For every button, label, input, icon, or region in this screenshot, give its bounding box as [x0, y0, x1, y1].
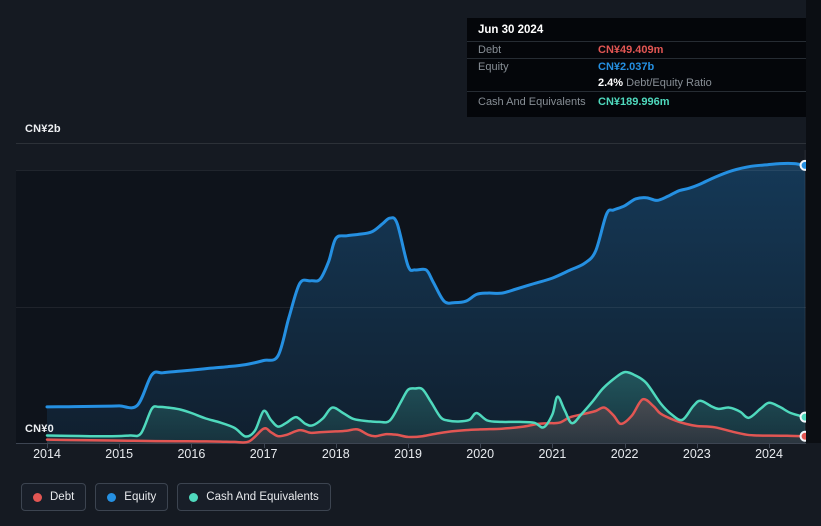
- legend-item-label: Cash And Equivalents: [206, 491, 319, 503]
- tooltip-debt-value: CN¥49.409m: [598, 44, 664, 56]
- tooltip-date: Jun 30 2024: [467, 18, 806, 42]
- chart-legend: Debt Equity Cash And Equivalents: [21, 483, 331, 511]
- x-axis-label-2019: 2019: [394, 447, 422, 461]
- x-axis-label-2014: 2014: [33, 447, 61, 461]
- x-axis-label-2022: 2022: [610, 447, 639, 461]
- x-axis-label-2024: 2024: [755, 447, 783, 461]
- plot-right-margin: [806, 0, 821, 443]
- legend-item-debt[interactable]: Debt: [21, 483, 87, 511]
- y-axis-label-max: CN¥2b: [25, 123, 61, 135]
- x-axis-label-2017: 2017: [249, 447, 278, 461]
- x-axis-label-2016: 2016: [177, 447, 206, 461]
- tooltip-cash-row: Cash And Equivalents CN¥189.996m: [467, 92, 806, 119]
- x-axis-label-2015: 2015: [105, 447, 134, 461]
- x-axis: 2014 2015 2016 2017 2018 2019 2020 2021 2022 2023…: [0, 447, 821, 463]
- x-axis-label-2020: 2020: [466, 447, 495, 461]
- legend-item-label: Equity: [124, 491, 157, 503]
- tooltip-debt-row: Debt CN¥49.409m: [467, 42, 806, 59]
- cash-dot-icon: [189, 492, 199, 502]
- tooltip-cash-value: CN¥189.996m: [598, 96, 670, 108]
- y-axis-label-zero: CN¥0: [25, 423, 54, 435]
- tooltip-equity-row: Equity CN¥2.037b: [467, 59, 806, 75]
- tooltip-equity-label: Equity: [478, 61, 509, 73]
- legend-item-cash[interactable]: Cash And Equivalents: [177, 483, 331, 511]
- legend-item-label: Debt: [50, 491, 75, 503]
- tooltip-ratio-label: Debt/Equity Ratio: [626, 77, 712, 89]
- x-axis-label-2021: 2021: [538, 447, 567, 461]
- tooltip-cash-label: Cash And Equivalents: [478, 96, 586, 108]
- x-axis-label-2023: 2023: [682, 447, 711, 461]
- equity-dot-icon: [107, 492, 117, 502]
- tooltip-debt-label: Debt: [478, 44, 502, 56]
- tooltip-ratio-value: 2.4%: [598, 77, 624, 89]
- tooltip-equity-value: CN¥2.037b: [598, 61, 655, 73]
- chart-tooltip: Jun 30 2024 Debt CN¥49.409m Equity CN¥2.…: [467, 18, 806, 117]
- tooltip-ratio-row: 2.4% Debt/Equity Ratio: [467, 75, 806, 92]
- legend-item-equity[interactable]: Equity: [95, 483, 169, 511]
- debt-dot-icon: [33, 492, 42, 502]
- x-axis-label-2018: 2018: [321, 447, 350, 461]
